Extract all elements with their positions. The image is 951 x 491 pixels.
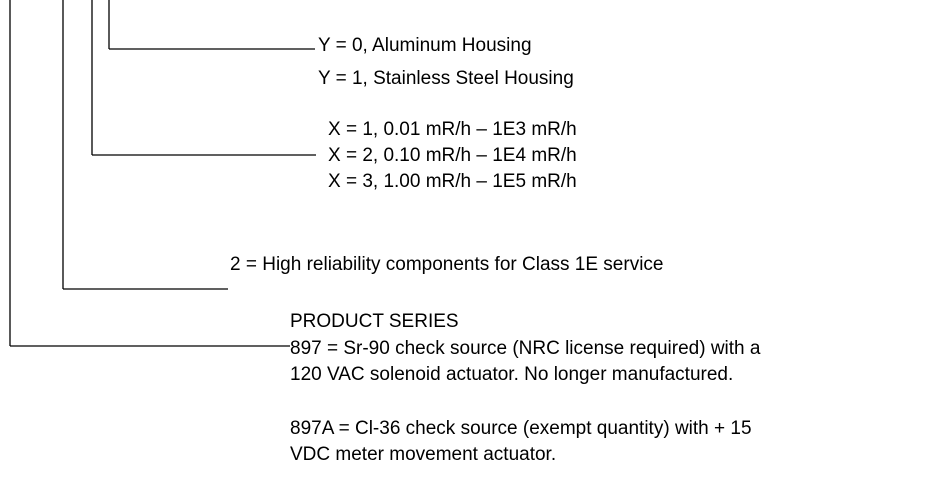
callout-text: 897 = Sr-90 check source (NRC license re… — [290, 338, 761, 359]
callout-text: X = 3, 1.00 mR/h – 1E5 mR/h — [328, 171, 577, 192]
callout-text: 120 VAC solenoid actuator. No longer man… — [290, 364, 733, 385]
callout-text: PRODUCT SERIES — [290, 311, 459, 332]
callout-text: X = 2, 0.10 mR/h – 1E4 mR/h — [328, 145, 577, 166]
callout-text: Y = 0, Aluminum Housing — [318, 35, 532, 56]
callout-text: Y = 1, Stainless Steel Housing — [318, 68, 574, 89]
connector-lines — [9, 0, 316, 347]
callout-text: 897A = Cl-36 check source (exempt quanti… — [290, 418, 752, 439]
callout-text: VDC meter movement actuator. — [290, 444, 556, 465]
callout-text: 2 = High reliability components for Clas… — [230, 254, 664, 275]
callout-text: X = 1, 0.01 mR/h – 1E3 mR/h — [328, 119, 577, 140]
